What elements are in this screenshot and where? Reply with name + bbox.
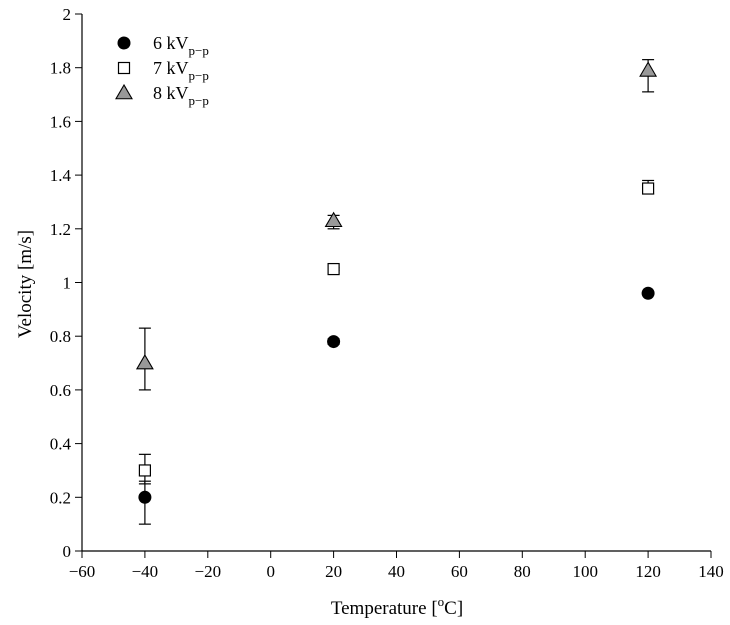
x-tick-label: 20 [325, 562, 342, 581]
x-tick-label: 140 [698, 562, 724, 581]
x-tick-label: 40 [388, 562, 405, 581]
legend-marker-2 [117, 61, 131, 75]
data-point-series-2 [138, 464, 151, 477]
y-tick-label: 1 [63, 274, 72, 293]
data-point-series-3 [324, 211, 343, 228]
data-point-series-3 [135, 353, 154, 370]
x-axis-label: Temperature [oC] [331, 594, 463, 619]
x-tick-label: −20 [195, 562, 222, 581]
y-tick-label: 2 [63, 5, 72, 24]
y-tick-label: 0.8 [50, 327, 71, 346]
legend-marker-3 [115, 83, 133, 100]
data-point-series-1 [641, 286, 655, 300]
y-tick-label: 0 [63, 542, 72, 561]
x-axis-ticks: −60 −40 −20 0 20 40 60 80 100 120 140 [69, 551, 724, 581]
x-tick-label: 80 [514, 562, 531, 581]
data-point-series-2 [641, 182, 655, 195]
x-tick-label: −60 [69, 562, 96, 581]
legend-label-3: 8 kVp−p [153, 83, 209, 108]
legend: 6 kVp−p7 kVp−p8 kVp−p [115, 33, 209, 108]
data-markers [135, 61, 658, 504]
x-tick-label: 0 [266, 562, 275, 581]
legend-label-1: 6 kVp−p [153, 33, 209, 58]
error-bars [138, 59, 655, 525]
y-tick-label: 0.2 [50, 488, 71, 507]
x-tick-label: 120 [635, 562, 661, 581]
x-tick-label: 60 [451, 562, 468, 581]
legend-label-2: 7 kVp−p [153, 58, 209, 83]
x-tick-label: 100 [572, 562, 598, 581]
y-tick-label: 0.6 [50, 381, 71, 400]
y-tick-label: 1.2 [50, 220, 71, 239]
y-tick-label: 1.8 [50, 59, 71, 78]
data-point-series-3 [639, 61, 658, 77]
y-axis-label: Velocity [m/s] [15, 230, 36, 338]
data-point-series-1 [327, 335, 341, 349]
x-tick-label: −40 [132, 562, 159, 581]
data-point-series-2 [327, 262, 340, 276]
y-tick-label: 1.4 [50, 166, 72, 185]
y-tick-label: 0.4 [50, 435, 72, 454]
data-point-series-1 [138, 490, 152, 504]
legend-marker-1 [117, 36, 131, 50]
y-axis-ticks: 0 0.2 0.4 0.6 0.8 1 1.2 1.4 1.6 1.8 2 [50, 5, 82, 561]
y-tick-label: 1.6 [50, 112, 71, 131]
